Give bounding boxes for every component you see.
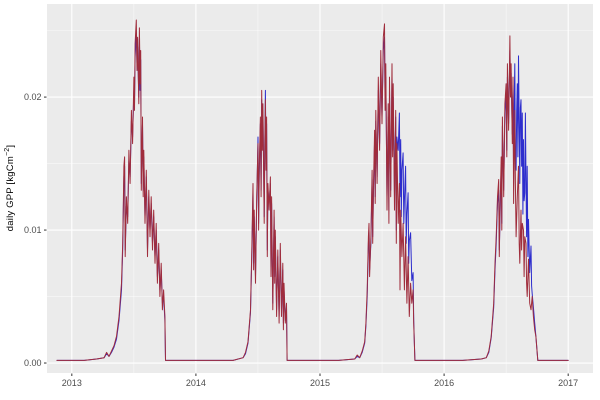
x-tick-label: 2016: [434, 378, 454, 388]
y-axis-title: daily GPP [kgCm−2]: [4, 145, 16, 231]
x-tick-label: 2015: [310, 378, 330, 388]
y-axis-title-text: daily GPP [kgCm: [5, 156, 17, 232]
y-axis-title-suffix: ]: [5, 144, 17, 148]
x-tick-label: 2013: [62, 378, 82, 388]
y-tick-label: 0.00: [24, 358, 42, 368]
series-darkred-line: [56, 19, 569, 361]
x-tick-label: 2014: [186, 378, 206, 388]
x-tick-label: 2017: [558, 378, 578, 388]
y-tick-label: 0.02: [24, 92, 42, 102]
y-axis-title-superscript: −2: [3, 147, 11, 157]
y-tick-label: 0.01: [24, 225, 42, 235]
